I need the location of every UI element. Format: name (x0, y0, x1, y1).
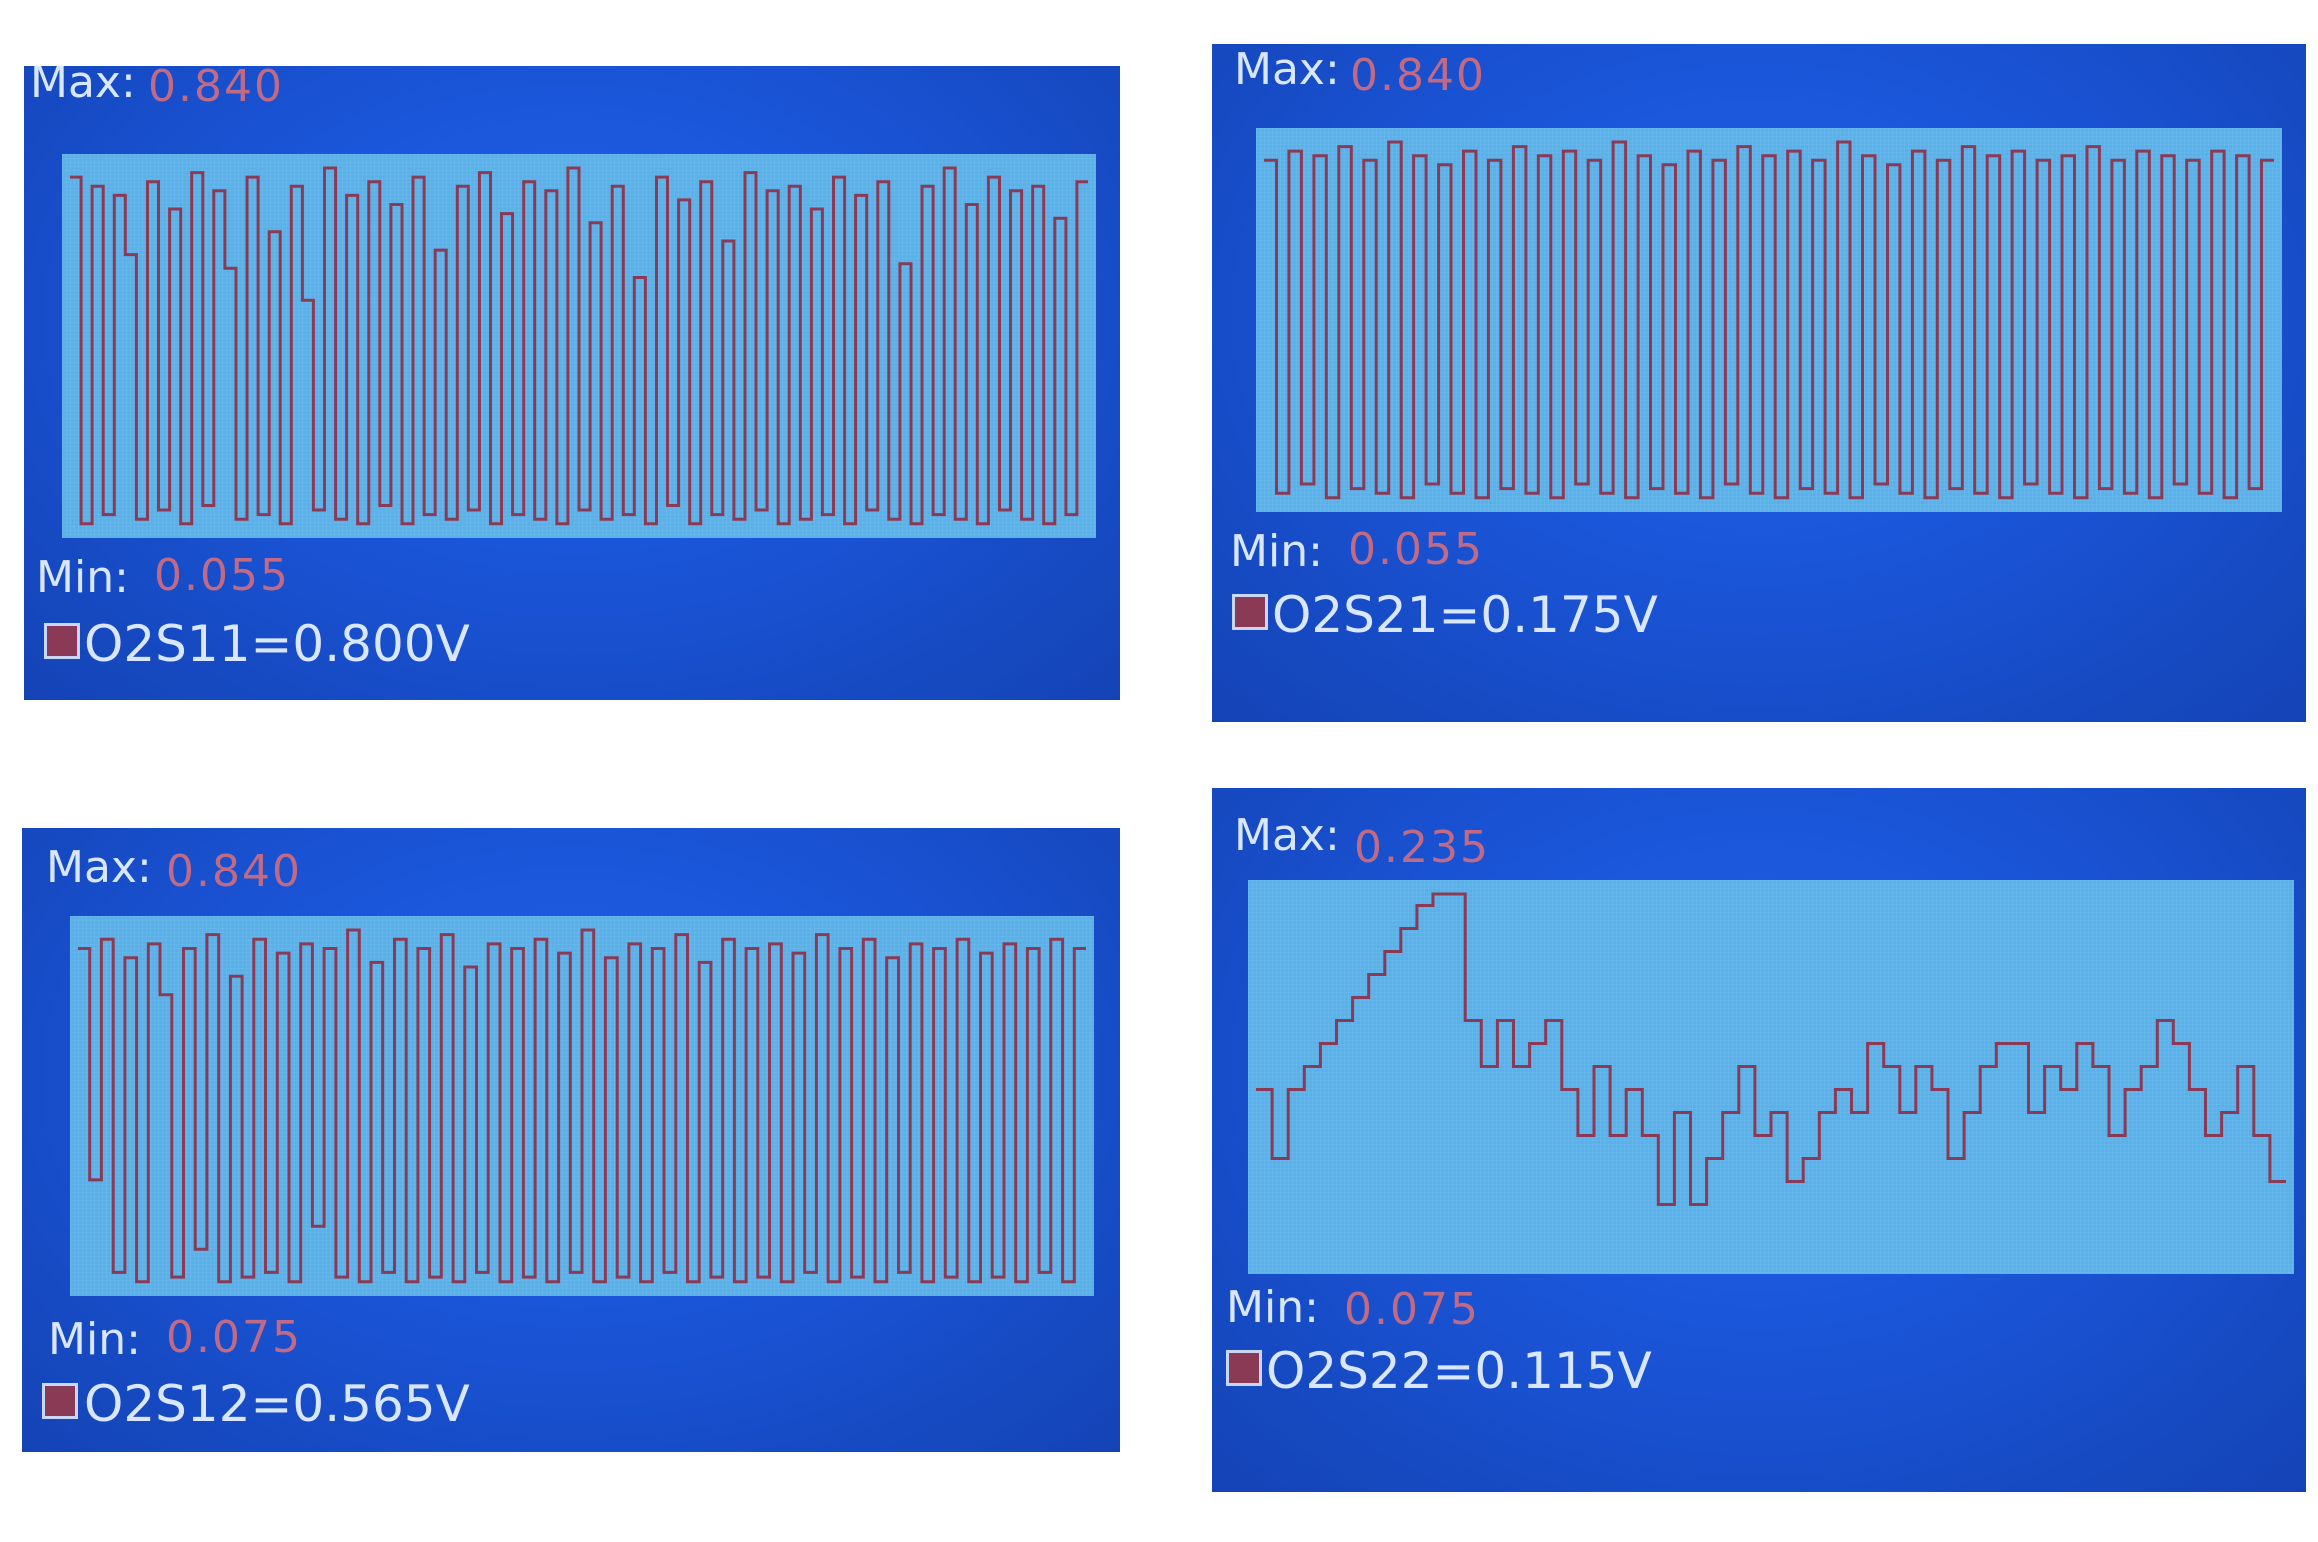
series-color-swatch (44, 623, 80, 659)
line-chart (1264, 140, 2274, 500)
line-chart (78, 928, 1086, 1284)
min-label: Min: (1230, 526, 1323, 577)
series-color-swatch (42, 1383, 78, 1419)
series-line-o2s12 (78, 928, 1086, 1284)
sensor-screen-o2s12: Max: 0.840 Min: 0.075 O2S12=0.565V (22, 828, 1120, 1452)
max-label: Max: (30, 66, 136, 108)
plot-area (70, 916, 1094, 1296)
min-value: 0.075 (166, 1312, 302, 1363)
sensor-reading: O2S22=0.115V (1266, 1342, 1652, 1400)
series-line-o2s21 (1264, 140, 2274, 500)
max-value: 0.235 (1354, 822, 1490, 873)
sensor-screen-o2s11: Max: 0.840 Min: 0.055 O2S11=0.800V (24, 66, 1120, 700)
max-value: 0.840 (1350, 50, 1486, 101)
series-line-o2s11 (70, 166, 1088, 526)
min-label: Min: (1226, 1282, 1319, 1333)
max-value: 0.840 (166, 846, 302, 897)
min-label: Min: (48, 1314, 141, 1365)
line-chart (1256, 892, 2286, 1206)
line-chart (70, 166, 1088, 526)
plot-area (1256, 128, 2282, 512)
min-value: 0.055 (154, 550, 290, 601)
series-color-swatch (1226, 1350, 1262, 1386)
min-value: 0.055 (1348, 524, 1484, 575)
min-label: Min: (36, 552, 129, 603)
sensor-reading: O2S21=0.175V (1272, 586, 1658, 644)
max-value: 0.840 (148, 66, 284, 112)
min-value: 0.075 (1344, 1284, 1480, 1335)
sensor-screen-o2s21: Max: 0.840 Min: 0.055 O2S21=0.175V (1212, 44, 2306, 722)
sensor-reading: O2S12=0.565V (84, 1375, 470, 1433)
max-label: Max: (1234, 44, 1340, 95)
max-label: Max: (1234, 810, 1340, 861)
series-line-o2s22 (1256, 892, 2286, 1206)
sensor-screen-o2s22: Max: 0.235 Min: 0.075 O2S22=0.115V (1212, 788, 2306, 1492)
plot-area (62, 154, 1096, 538)
plot-area (1248, 880, 2294, 1274)
sensor-reading: O2S11=0.800V (84, 615, 470, 673)
max-label: Max: (46, 842, 152, 893)
series-color-swatch (1232, 594, 1268, 630)
